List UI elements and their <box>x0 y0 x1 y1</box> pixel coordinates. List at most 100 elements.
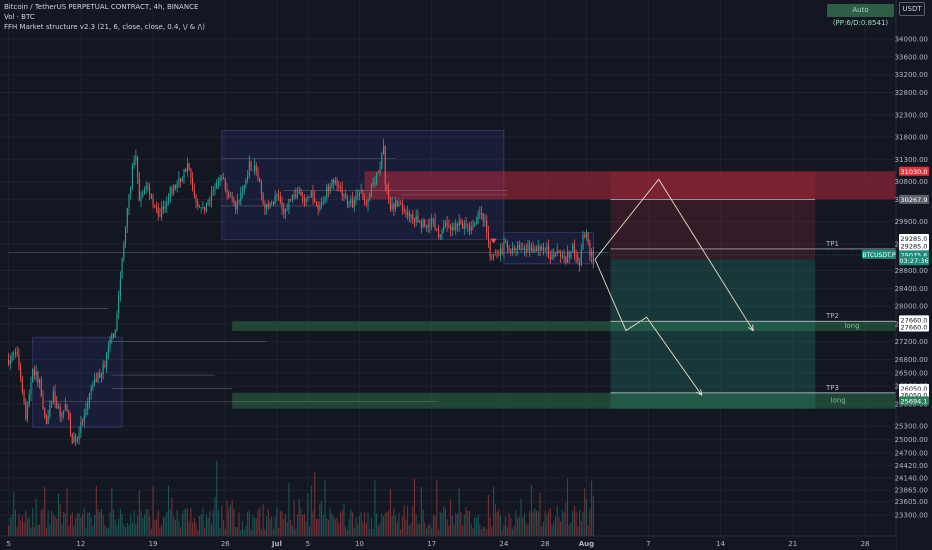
candle-body <box>279 196 281 203</box>
candle-body <box>518 244 520 251</box>
candle-body <box>566 252 569 263</box>
volume-bar <box>107 527 109 536</box>
volume-bar <box>438 529 440 536</box>
candle-body <box>85 408 87 416</box>
candle-body <box>161 206 163 217</box>
candle-body <box>370 184 373 194</box>
volume-bar <box>353 527 355 536</box>
volume-bar <box>100 508 102 536</box>
indicator-legend[interactable]: FFH Market structure v2.3 (21, 6, close,… <box>4 23 205 31</box>
volume-bar <box>358 516 360 536</box>
volume-bar <box>95 485 97 536</box>
volume-bar <box>68 525 70 536</box>
candle-body <box>88 393 90 403</box>
candle-body <box>499 248 501 256</box>
volume-bar <box>247 512 249 536</box>
volume-bar <box>511 529 514 536</box>
volume-bar <box>489 517 491 536</box>
volume-bar <box>506 527 508 536</box>
price-tick: 31800.00 <box>895 134 928 142</box>
candle-body <box>425 224 428 227</box>
candle-body <box>276 195 278 197</box>
candle-body <box>388 188 390 199</box>
candle-body <box>315 201 317 205</box>
candle-body <box>319 205 321 210</box>
time-tick: 26 <box>221 540 230 548</box>
time-axis[interactable]: 5 12 19 26 Jul 5 10 17 24 28 Aug 7 14 21 28 <box>0 535 896 550</box>
candle-body <box>226 189 228 194</box>
volume-bar <box>39 524 41 536</box>
volume-bar <box>391 515 393 536</box>
volume-bar <box>573 505 575 536</box>
volume-bar <box>374 480 376 536</box>
candle-body <box>68 411 70 420</box>
candle-body <box>293 194 295 198</box>
candle-body <box>207 200 209 204</box>
candle-body <box>118 296 120 314</box>
volume-bar <box>71 512 73 536</box>
volume-bar <box>300 508 302 536</box>
volume-bar <box>315 518 317 536</box>
candle-body <box>288 199 290 210</box>
volume-bar <box>517 518 519 536</box>
volume-bar <box>188 521 190 536</box>
candle-body <box>200 207 202 208</box>
volume-bar <box>494 504 496 536</box>
candle-body <box>233 198 235 205</box>
volume-bar <box>474 516 476 536</box>
candle-body <box>565 256 567 263</box>
volume-bar <box>152 486 154 536</box>
volume-bar <box>35 498 37 536</box>
price-tick: 32800.00 <box>895 89 928 97</box>
volume-bar <box>510 518 512 536</box>
volume-bar <box>376 513 378 536</box>
symbol-title[interactable]: Bitcoin / TetherUS PERPETUAL CONTRACT, 4… <box>4 3 199 11</box>
volume-bar <box>66 488 68 536</box>
volume-bar <box>431 528 433 536</box>
candle-body <box>389 198 391 210</box>
zone-label: long <box>831 396 846 404</box>
volume-bar <box>20 520 22 536</box>
candle-body <box>408 212 410 217</box>
time-tick: 28 <box>541 540 550 548</box>
volume-bar <box>403 504 405 536</box>
volume-bar <box>568 524 570 536</box>
candle-body <box>138 177 140 201</box>
candle-body <box>159 215 161 217</box>
volume-bar <box>243 529 245 536</box>
volume-bar <box>186 508 188 536</box>
volume-bar <box>530 484 532 536</box>
volume-bar <box>217 509 219 536</box>
volume-bar <box>133 510 135 536</box>
price-tick: 31300.00 <box>895 156 928 164</box>
volume-bar <box>334 519 336 536</box>
candle-body <box>343 193 345 197</box>
volume-bar <box>255 518 257 536</box>
candle-body <box>529 245 531 251</box>
currency-button[interactable]: USDT <box>899 2 925 16</box>
volume-bar <box>8 525 10 536</box>
price-axis[interactable]: 34000.00 33600.00 33200.00 32800.00 32300.00… <box>895 0 932 550</box>
time-tick: 7 <box>646 540 650 548</box>
volume-bar <box>94 514 96 536</box>
volume-bar <box>324 480 326 536</box>
volume-bar <box>401 516 403 536</box>
candle-body <box>78 433 80 440</box>
candle-body <box>382 145 385 155</box>
volume-bar <box>417 523 419 536</box>
candle-body <box>169 187 171 198</box>
volume-bar <box>455 512 457 536</box>
volume-bar <box>257 509 259 536</box>
volume-bar <box>408 525 410 536</box>
volume-legend[interactable]: Vol · BTC <box>4 13 35 21</box>
volume-bar <box>298 499 300 536</box>
candle-body <box>80 421 82 434</box>
volume-bar <box>131 523 133 536</box>
candle-body <box>498 255 500 257</box>
volume-bar <box>78 513 80 536</box>
volume-bar <box>420 486 422 536</box>
candle-body <box>61 413 63 417</box>
volume-bar <box>424 522 426 536</box>
volume-bar <box>539 492 541 536</box>
